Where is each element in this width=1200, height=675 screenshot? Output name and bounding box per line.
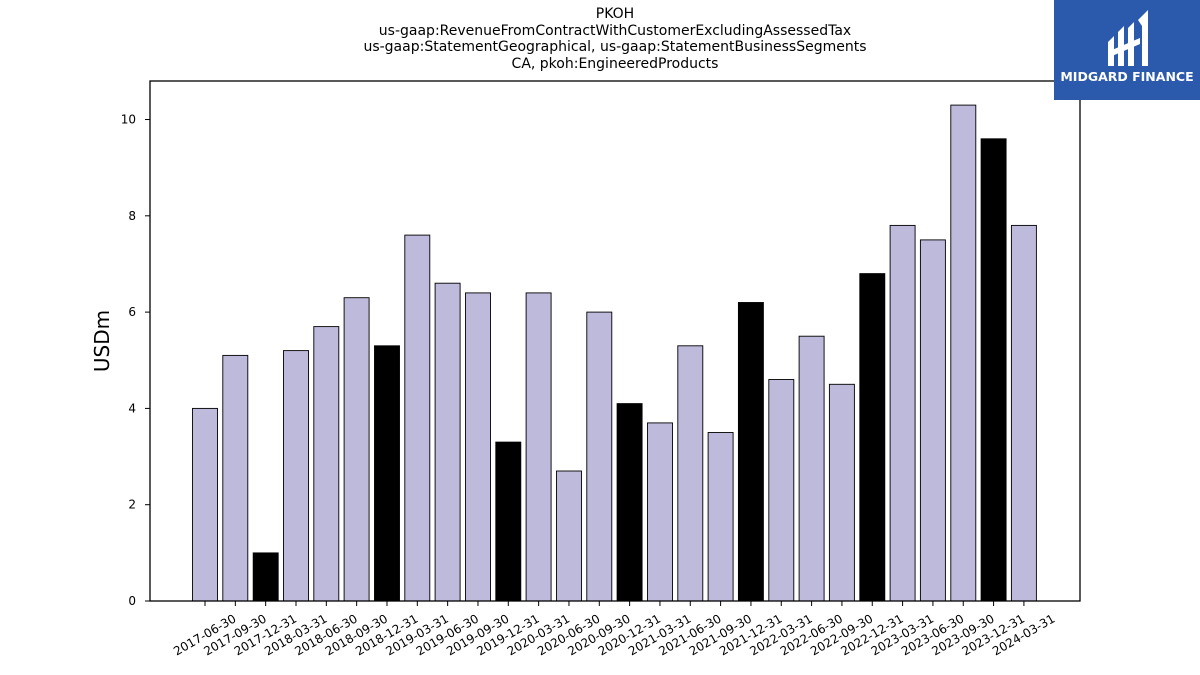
bar-2021-09-30: [707, 432, 734, 602]
bar-2017-06-30: [192, 407, 218, 602]
title-line-members: CA, pkoh:EngineeredProducts: [511, 55, 719, 72]
bar-2018-12-31: [374, 345, 400, 602]
logo-emblem-icon: [1108, 10, 1148, 66]
bar-2023-09-30: [950, 104, 977, 602]
y-tick-label: 6: [128, 305, 136, 319]
bar-2019-03-31: [404, 234, 431, 602]
y-tick-label: 10: [121, 113, 136, 127]
logo-mark: MIDGARD FINANCE: [1054, 0, 1200, 100]
bar-2018-03-31: [283, 350, 309, 602]
title-line-concept: us-gaap:RevenueFromContractWithCustomerE…: [378, 22, 852, 39]
bar-2020-09-30: [586, 311, 613, 602]
bar-2022-12-31: [859, 273, 886, 602]
bar-2018-09-30: [343, 297, 370, 602]
bar-2021-12-31: [737, 302, 764, 602]
bar-2017-12-31: [252, 552, 279, 602]
bar-2020-12-31: [616, 403, 643, 602]
bar-2023-12-31: [980, 138, 1007, 602]
title-line-ticker: PKOH: [595, 6, 635, 22]
bar-2020-03-31: [525, 292, 552, 602]
bar-2020-06-30: [556, 470, 582, 602]
title-line-axes: us-gaap:StatementGeographical, us-gaap:S…: [363, 39, 867, 55]
bars-group: [192, 104, 1037, 602]
chart-title: PKOH us-gaap:RevenueFromContractWithCust…: [150, 6, 1080, 72]
midgard-finance-logo: MIDGARD FINANCE: [1054, 0, 1200, 100]
bar-2019-06-30: [434, 282, 461, 602]
bar-2019-12-31: [495, 441, 522, 602]
bar-2021-06-30: [677, 345, 704, 602]
bar-2022-09-30: [828, 383, 855, 602]
bar-2022-03-31: [768, 379, 795, 602]
bar-2019-09-30: [465, 292, 491, 602]
bar-2017-09-30: [222, 354, 249, 602]
y-tick-label: 0: [128, 594, 136, 608]
y-tick-label: 4: [128, 401, 136, 415]
plot-frame: [149, 80, 1081, 602]
bar-2018-06-30: [313, 326, 340, 602]
y-tick-label: 8: [128, 209, 136, 223]
y-axis-ticks: 0 2 4 6 8 10: [121, 113, 150, 608]
bar-2024-03-31: [1010, 224, 1037, 602]
y-tick-label: 2: [128, 498, 136, 512]
bar-2022-06-30: [798, 335, 825, 602]
bar-2023-03-31: [889, 224, 916, 602]
bar-2023-06-30: [919, 239, 946, 602]
y-axis-label: USDm: [90, 310, 114, 372]
x-axis-ticks: 2017-06-302017-09-302017-12-312018-03-31…: [171, 601, 1057, 658]
logo-wordmark: MIDGARD FINANCE: [1060, 69, 1193, 84]
bar-2021-03-31: [647, 422, 673, 602]
